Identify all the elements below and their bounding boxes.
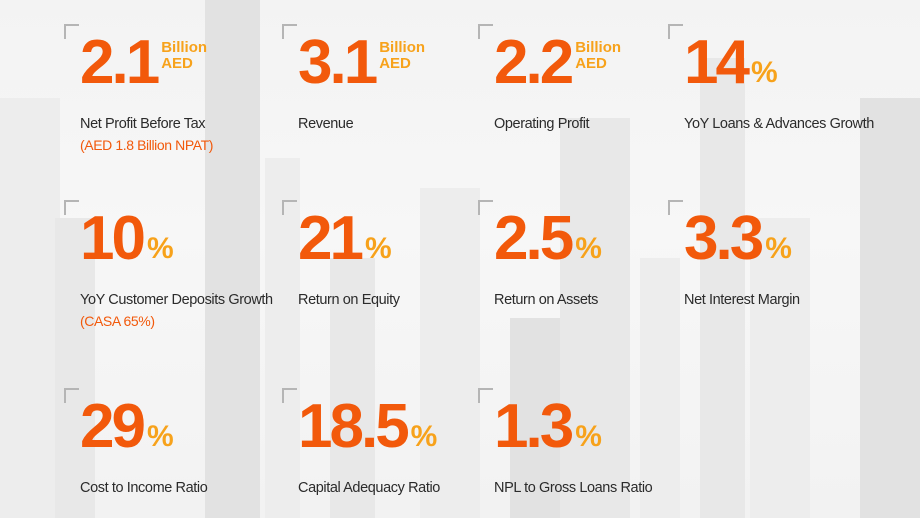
metric-card-deposits-growth: 10 % YoY Customer Deposits Growth (CASA … xyxy=(64,200,273,329)
metric-value: 18.5 xyxy=(298,392,410,461)
corner-bracket xyxy=(668,24,683,39)
metric-label: Cost to Income Ratio xyxy=(80,480,208,496)
metric-value-row: 18.5 % xyxy=(298,396,437,458)
metric-unit-line1: Billion xyxy=(379,39,426,56)
metric-unit-line1: Billion xyxy=(161,39,208,56)
metric-value: 3.3 xyxy=(684,204,764,273)
metric-value-row: 2.5 % xyxy=(494,208,602,270)
metric-value-row: 3.1 Billion AED xyxy=(298,32,425,94)
percent-sign: % xyxy=(575,420,602,453)
metric-label: YoY Customer Deposits Growth xyxy=(80,292,273,308)
metric-unit: Billion AED xyxy=(161,40,207,72)
metric-value: 2.2 xyxy=(494,28,574,97)
metric-value-row: 21 % xyxy=(298,208,392,270)
metric-value: 2.5 xyxy=(494,204,574,273)
metric-value: 10 xyxy=(80,204,146,273)
corner-bracket xyxy=(64,24,79,39)
percent-sign: % xyxy=(410,420,438,453)
metric-label: Capital Adequacy Ratio xyxy=(298,480,440,496)
metric-value-row: 10 % xyxy=(80,208,174,270)
metric-unit: Billion AED xyxy=(575,40,621,72)
corner-bracket xyxy=(64,200,79,215)
metric-card-return-on-equity: 21 % Return on Equity xyxy=(282,200,482,310)
metric-label: Revenue xyxy=(298,116,354,132)
metric-card-revenue: 3.1 Billion AED Revenue xyxy=(282,24,482,134)
metric-card-net-interest-margin: 3.3 % Net Interest Margin xyxy=(668,200,868,310)
metric-label: Operating Profit xyxy=(494,116,590,132)
metric-card-operating-profit: 2.2 Billion AED Operating Profit xyxy=(478,24,678,134)
metric-sublabel: (CASA 65%) xyxy=(80,313,155,329)
corner-bracket xyxy=(282,200,297,215)
corner-bracket xyxy=(478,24,493,39)
metric-unit-line2: AED xyxy=(161,55,193,72)
percent-sign: % xyxy=(146,232,174,265)
metric-sublabel: (AED 1.8 Billion NPAT) xyxy=(80,137,214,153)
metric-value-row: 14 % xyxy=(684,32,778,94)
metric-label: YoY Loans & Advances Growth xyxy=(684,116,874,132)
metric-card-return-on-assets: 2.5 % Return on Assets xyxy=(478,200,678,310)
percent-sign: % xyxy=(765,232,792,265)
metric-value: 14 xyxy=(684,28,750,97)
metric-value: 1.3 xyxy=(494,392,574,461)
corner-bracket xyxy=(478,200,493,215)
metric-unit-line2: AED xyxy=(379,55,411,72)
metric-card-loans-growth: 14 % YoY Loans & Advances Growth xyxy=(668,24,874,134)
percent-sign: % xyxy=(575,232,602,265)
metric-value-row: 29 % xyxy=(80,396,174,458)
percent-sign: % xyxy=(146,420,174,453)
metric-unit-line1: Billion xyxy=(575,39,622,56)
metric-value: 29 xyxy=(80,392,146,461)
corner-bracket xyxy=(478,388,493,403)
corner-bracket xyxy=(282,388,297,403)
metric-value: 2.1 xyxy=(80,28,160,97)
metric-label: Return on Assets xyxy=(494,292,599,308)
metric-card-capital-adequacy: 18.5 % Capital Adequacy Ratio xyxy=(282,388,482,498)
metric-value-row: 2.2 Billion AED xyxy=(494,32,621,94)
metric-value-row: 1.3 % xyxy=(494,396,602,458)
metric-value-row: 3.3 % xyxy=(684,208,792,270)
metric-value-row: 2.1 Billion AED xyxy=(80,32,207,94)
percent-sign: % xyxy=(750,56,778,89)
metric-label: Return on Equity xyxy=(298,292,400,308)
metric-unit-line2: AED xyxy=(575,55,607,72)
corner-bracket xyxy=(282,24,297,39)
metric-card-cost-to-income: 29 % Cost to Income Ratio xyxy=(64,388,264,498)
corner-bracket xyxy=(64,388,79,403)
metric-card-net-profit: 2.1 Billion AED Net Profit Before Tax (A… xyxy=(64,24,264,153)
metric-unit: Billion AED xyxy=(379,40,425,72)
metric-card-npl-ratio: 1.3 % NPL to Gross Loans Ratio xyxy=(478,388,678,498)
metric-value: 3.1 xyxy=(298,28,378,97)
metric-label: Net Profit Before Tax xyxy=(80,116,206,132)
percent-sign: % xyxy=(364,232,392,265)
metric-label: NPL to Gross Loans Ratio xyxy=(494,480,653,496)
corner-bracket xyxy=(668,200,683,215)
metric-value: 21 xyxy=(298,204,364,273)
metric-label: Net Interest Margin xyxy=(684,292,800,308)
